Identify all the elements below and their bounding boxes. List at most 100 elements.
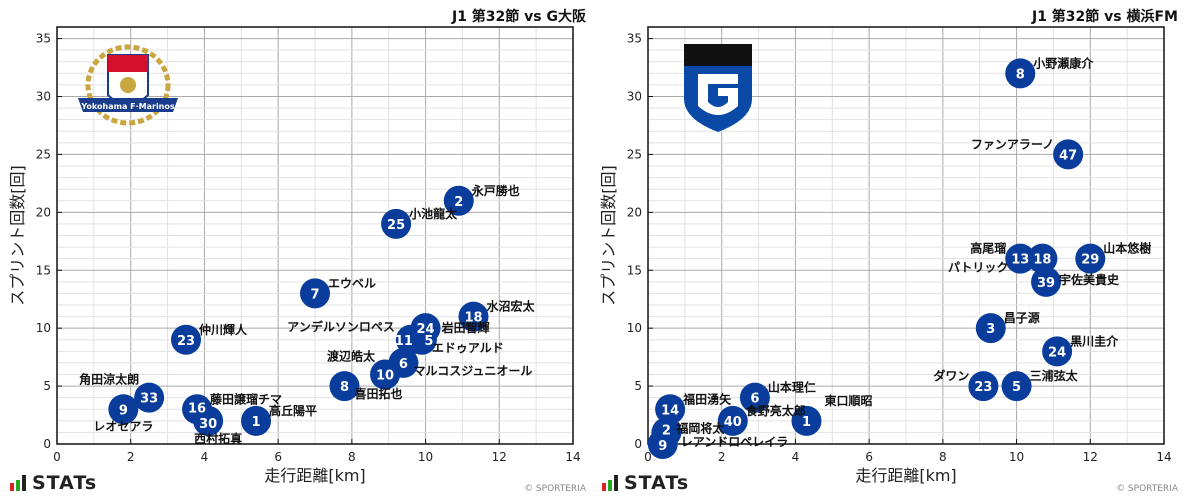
point-number: 39 [1037,276,1055,291]
point-marker [1005,243,1036,274]
point-number: 1 [252,415,261,430]
point-number: 1 [802,415,811,430]
x-tick-label: 12 [1083,450,1098,464]
point-number: 18 [1033,253,1051,268]
y-tick-label: 0 [43,437,51,451]
plot-frame [647,26,1165,445]
scatter-chart-left: 0 2 4 6 8 10 12 1405101520253035走行距離[km]スプリント回数… [8,26,581,485]
point-number: 33 [140,392,158,407]
point-number: 16 [188,401,206,416]
point-name-label: 食野亮太郎 [745,403,806,418]
logo-ribbon [78,98,178,112]
point-name-label: 喜田拓也 [354,386,402,401]
point-name-label: 昌子源 [1004,310,1040,325]
point-number: 8 [340,380,349,395]
point-name-label: 永戸勝也 [471,183,520,198]
point-name-label: 水沼宏太 [486,299,535,314]
point-number: 8 [1016,67,1025,82]
point-number: 25 [387,218,405,233]
crest-red-band [108,55,148,72]
point-name-label: 藤田譲瑠チマ [209,391,282,406]
point-number: 6 [750,392,759,407]
chart-title: J1 第32節 vs 横浜FM [1031,9,1178,25]
point-number: 11 [395,334,413,349]
point-name-label: 東口順昭 [824,393,872,408]
point-marker [370,359,401,390]
y-tick-label: 25 [36,147,51,161]
point-name-label: 高尾瑠 [970,241,1006,256]
point-marker [458,301,489,332]
point-number: 30 [199,417,217,432]
point-name-label: マルコスジュニオール [413,364,532,378]
laurel-icon [85,44,171,126]
point-marker [1042,336,1073,367]
stats-logo: STATs [10,472,97,494]
point-name-label: 福田湧矢 [682,391,732,406]
point-marker [1031,266,1062,297]
x-tick-label: 8 [939,450,947,464]
point-number: 5 [1012,380,1021,395]
x-tick-label: 10 [418,450,433,464]
point-number: 29 [1081,253,1099,268]
point-name-label: 山本理仁 [768,380,816,395]
y-tick-label: 5 [634,379,642,393]
y-tick-label: 15 [627,263,642,277]
point-name-label: エウベル [328,276,376,290]
brand-name: STATs [624,472,690,494]
point-marker [171,324,201,355]
point-marker [193,405,224,436]
point-number: 5 [424,334,433,349]
gamba-osaka-logo [684,44,752,132]
point-name-label: アンデルソンロペス [287,319,395,334]
point-marker [241,405,272,436]
point-marker [1027,243,1058,274]
point-name-label: ファンアラーノ [971,137,1054,151]
x-tick-label: 0 [53,450,61,464]
y-tick-label: 15 [36,263,51,277]
point-number: 2 [454,195,463,210]
point-marker [975,313,1006,344]
point-number: 23 [177,334,195,349]
point-name-label: 福岡将太 [675,420,725,435]
point-number: 18 [464,311,482,326]
yokohama-f-marinos-logo: Yokohama F·Marinos [78,44,178,126]
point-marker [1005,58,1036,89]
point-markers [647,58,1106,459]
y-tick-label: 10 [36,321,51,335]
point-marker [134,382,165,413]
point-marker [1001,371,1032,402]
x-tick-label: 14 [565,450,580,464]
point-name-label: 黒川圭介 [1070,333,1119,348]
point-name-label: 小野瀬康介 [1033,55,1094,70]
x-tick-label: 6 [865,450,873,464]
point-marker [108,394,139,425]
logo-black-band [684,44,752,66]
point-marker [717,405,748,436]
point-name-label: 高丘陽平 [269,403,317,418]
point-name-label: パトリック [948,261,1008,275]
brand-name: STATs [32,472,98,494]
point-number: 7 [310,287,319,302]
x-tick-label: 12 [492,450,507,464]
point-name-label: 三浦弦太 [1030,368,1079,383]
scatter-chart-right: 0 2 4 6 8 10 12 1405101520253035走行距離[km]スプリント回数… [599,26,1172,485]
point-name-label: 山本悠樹 [1103,241,1151,256]
point-marker [443,185,474,216]
point-name-label: レアンドロペレイラ [681,435,789,449]
point-name-label: レオセアラ [93,419,153,433]
x-tick-label: 8 [348,450,356,464]
chart-panel-right: 0 2 4 6 8 10 12 14 0 5 10 15 20 25 30 35 走行距離[km] スプリント回数… [592,0,1192,496]
point-markers [108,185,489,436]
point-marker [381,208,412,239]
y-axis-label: スプリント回数[回] [599,165,618,306]
point-number: 23 [974,380,992,395]
point-number: 2 [662,423,671,438]
chart-panel-left: 0 2 4 6 8 10 12 14 0 5 10 15 20 25 30 35 走行距離[km] スプリント回数… [8,9,586,494]
stats-bars-icon [10,475,26,491]
x-tick-label: 14 [1156,450,1171,464]
x-tick-label: 0 [644,450,652,464]
point-number: 47 [1059,148,1077,163]
y-tick-label: 25 [627,147,642,161]
point-name-label: 岩田智輝 [441,320,490,335]
